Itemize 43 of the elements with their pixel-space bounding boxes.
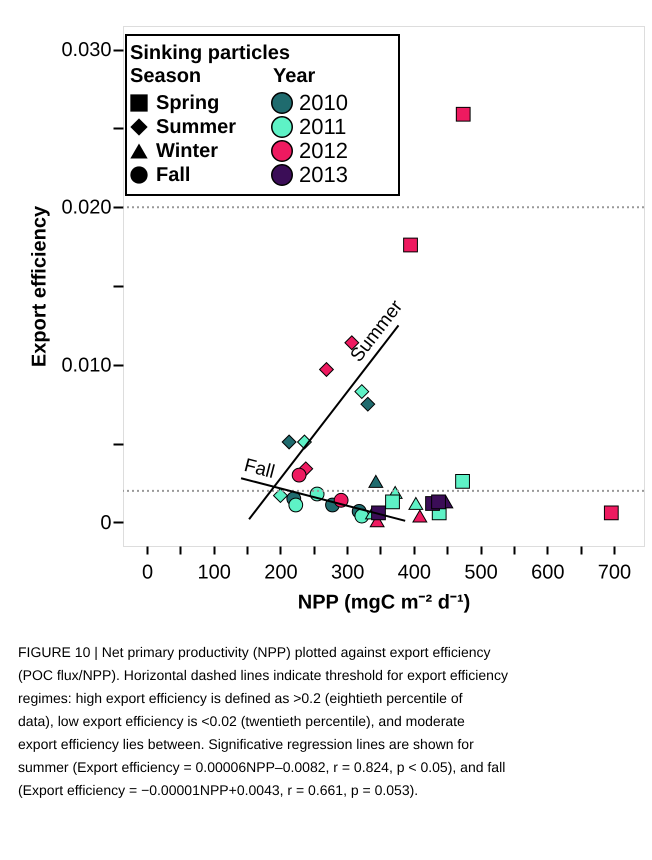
point xyxy=(431,494,446,510)
legend-label: 2013 xyxy=(299,162,348,187)
point xyxy=(604,506,619,520)
legend-label: Summer xyxy=(156,116,236,138)
text: Fall xyxy=(242,455,277,484)
legend-label: Fall xyxy=(156,164,190,186)
y-tick-label: 0.010 xyxy=(61,354,112,376)
legend-label: Spring xyxy=(156,92,220,114)
point xyxy=(288,498,304,512)
y-tick-label: 0.030 xyxy=(61,39,112,62)
point xyxy=(368,474,384,488)
point xyxy=(456,106,471,122)
caption: FIGURE 10 | Net primary productivity (NPP) plotted against export efficiency (POC flux/NPP). Horizontal dashed lines indicate threshold for export efficiency regimes: high export efficiency is defined as >0.2 (eightieth percentile of data), low export efficiency is <0.02 (twentieth percentile), and moderate export efficiency lies between. Significative regression lines are shown for summer (Export efficiency = 0.00006NPP–0.0082, r = 0.824, p < 0.05), and fall (Export efficiency = −0.00001NPP+0.0043, r = 0.661, p = 0.053). xyxy=(18,644,508,798)
point xyxy=(408,496,424,510)
point xyxy=(292,468,307,482)
point xyxy=(354,384,370,399)
point xyxy=(319,362,334,377)
x-tick-label: 600 xyxy=(531,562,564,584)
annotation: Season xyxy=(130,65,202,87)
point xyxy=(385,494,400,510)
annotation: Year xyxy=(273,65,316,87)
x-tick-label: 300 xyxy=(330,562,364,584)
x-tick-label: 0 xyxy=(142,562,154,584)
x-tick-label: 700 xyxy=(598,562,632,584)
legend-title: Sinking particles xyxy=(130,42,290,64)
point xyxy=(412,510,428,523)
legend-label: 2011 xyxy=(299,114,346,139)
x-axis-title: NPP (mgC m⁻² d⁻¹) xyxy=(298,592,470,614)
legend-label: 2010 xyxy=(299,90,348,115)
legend-label: 2012 xyxy=(299,138,348,163)
legend-label: Winter xyxy=(156,140,218,162)
x-tick-label: 500 xyxy=(464,562,498,584)
point xyxy=(403,238,418,252)
y-axis-title: Export efficiency xyxy=(28,205,50,368)
point xyxy=(455,474,470,489)
point xyxy=(360,396,376,412)
point xyxy=(282,434,296,450)
x-tick-label: 200 xyxy=(264,562,298,584)
x-tick-label: 100 xyxy=(198,562,231,584)
y-tick-label: 0 xyxy=(100,512,112,534)
point xyxy=(273,488,288,503)
x-tick-label: 400 xyxy=(398,562,432,584)
y-tick-label: 0.020 xyxy=(61,196,112,219)
